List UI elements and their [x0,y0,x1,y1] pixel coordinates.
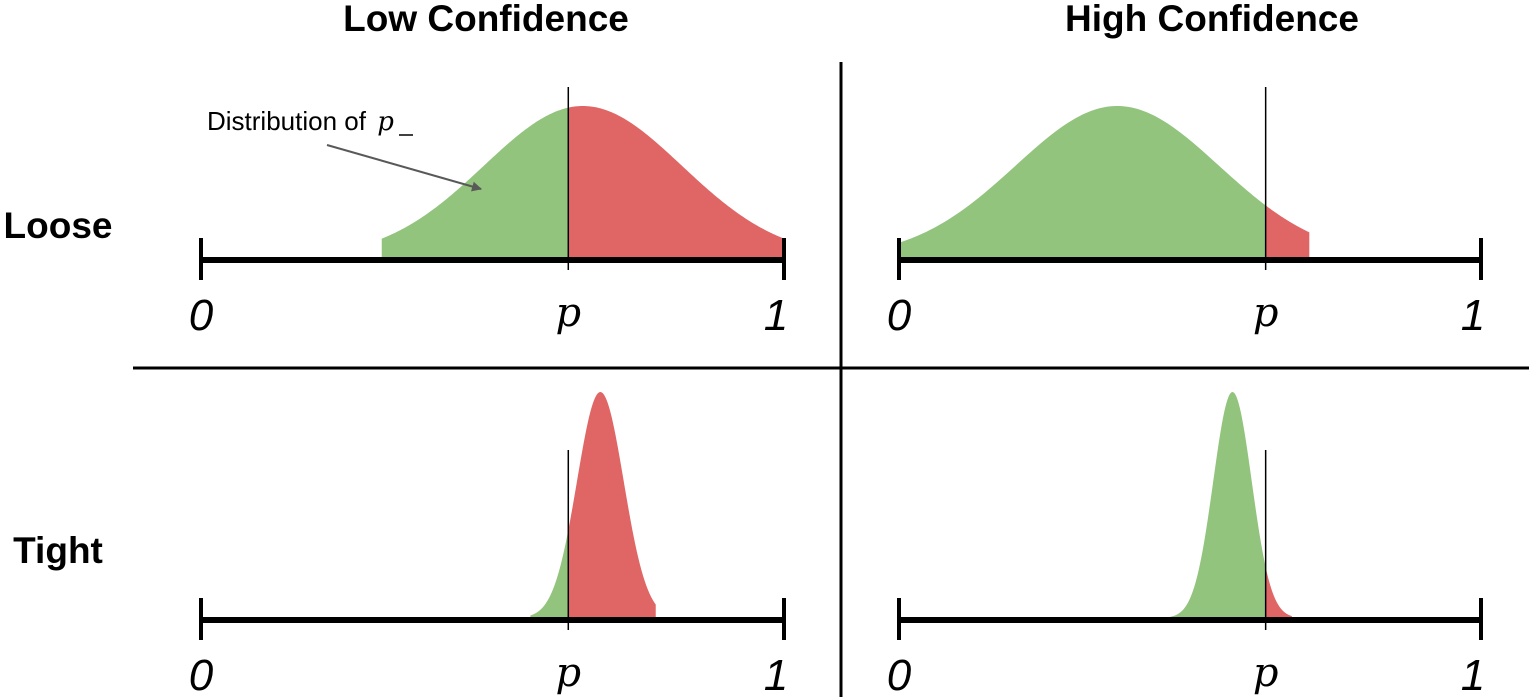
label-max: 1 [764,291,788,340]
label-min: 0 [887,291,912,340]
panel-high-tight: 0 p 1 [887,392,1485,697]
label-threshold: p [555,650,581,696]
label-max: 1 [764,651,788,697]
label-threshold: p [1253,290,1279,336]
panel-high-loose: 0 p 1 [887,87,1485,340]
panel-low-tight: 0 p 1 [189,392,788,697]
label-max: 1 [1461,291,1485,340]
column-header-high-confidence: High Confidence [1065,0,1359,39]
panels: 0 p 1 0 p 1 0 p 1 0 p 1 [189,87,1485,697]
label-threshold: p [555,290,581,336]
annotation-label: Distribution of p [207,106,394,137]
label-min: 0 [189,291,214,340]
area-below-threshold [899,106,1266,258]
label-max: 1 [1461,651,1485,697]
area-below-threshold [530,530,569,618]
annotation: Distribution of p [207,106,482,192]
row-header-tight: Tight [13,530,103,571]
area-below-threshold [1166,392,1266,618]
area-above-threshold [568,106,784,258]
label-min: 0 [189,651,214,697]
area-above-threshold [1265,567,1292,618]
area-above-threshold [568,392,656,618]
area-above-threshold [1265,205,1310,258]
annotation-arrow [326,144,482,192]
label-min: 0 [887,651,912,697]
column-header-low-confidence: Low Confidence [343,0,629,39]
area-below-threshold [381,107,569,258]
label-threshold: p [1253,650,1279,696]
row-header-loose: Loose [4,205,113,246]
